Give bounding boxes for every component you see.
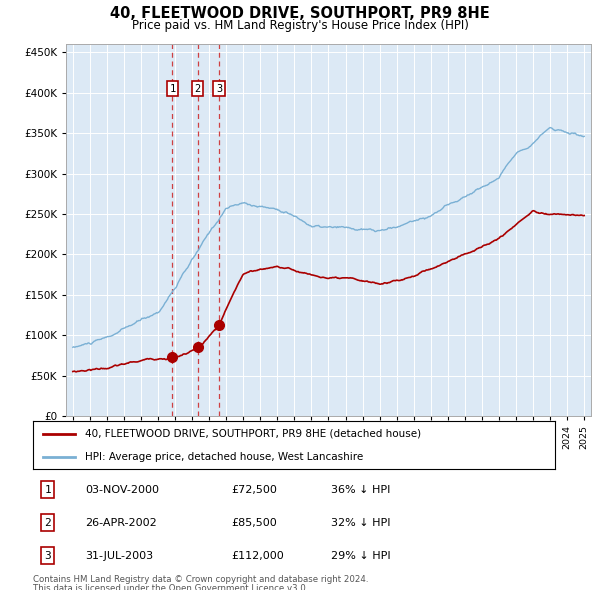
Text: 2: 2 — [44, 518, 51, 527]
Text: 32% ↓ HPI: 32% ↓ HPI — [331, 518, 390, 527]
Text: 26-APR-2002: 26-APR-2002 — [85, 518, 157, 527]
Text: 29% ↓ HPI: 29% ↓ HPI — [331, 551, 390, 560]
Text: 3: 3 — [44, 551, 51, 560]
Text: £112,000: £112,000 — [232, 551, 284, 560]
Text: This data is licensed under the Open Government Licence v3.0.: This data is licensed under the Open Gov… — [33, 584, 308, 590]
Text: 1: 1 — [169, 84, 175, 94]
Text: 2: 2 — [194, 84, 201, 94]
Text: 3: 3 — [216, 84, 222, 94]
Text: Price paid vs. HM Land Registry's House Price Index (HPI): Price paid vs. HM Land Registry's House … — [131, 19, 469, 32]
Text: Contains HM Land Registry data © Crown copyright and database right 2024.: Contains HM Land Registry data © Crown c… — [33, 575, 368, 584]
Text: 03-NOV-2000: 03-NOV-2000 — [85, 485, 159, 494]
Text: £85,500: £85,500 — [232, 518, 277, 527]
Text: £72,500: £72,500 — [232, 485, 277, 494]
Text: 40, FLEETWOOD DRIVE, SOUTHPORT, PR9 8HE (detached house): 40, FLEETWOOD DRIVE, SOUTHPORT, PR9 8HE … — [85, 429, 421, 439]
Text: 40, FLEETWOOD DRIVE, SOUTHPORT, PR9 8HE: 40, FLEETWOOD DRIVE, SOUTHPORT, PR9 8HE — [110, 6, 490, 21]
Text: 31-JUL-2003: 31-JUL-2003 — [85, 551, 154, 560]
Text: HPI: Average price, detached house, West Lancashire: HPI: Average price, detached house, West… — [85, 452, 364, 462]
Text: 36% ↓ HPI: 36% ↓ HPI — [331, 485, 390, 494]
Text: 1: 1 — [44, 485, 51, 494]
